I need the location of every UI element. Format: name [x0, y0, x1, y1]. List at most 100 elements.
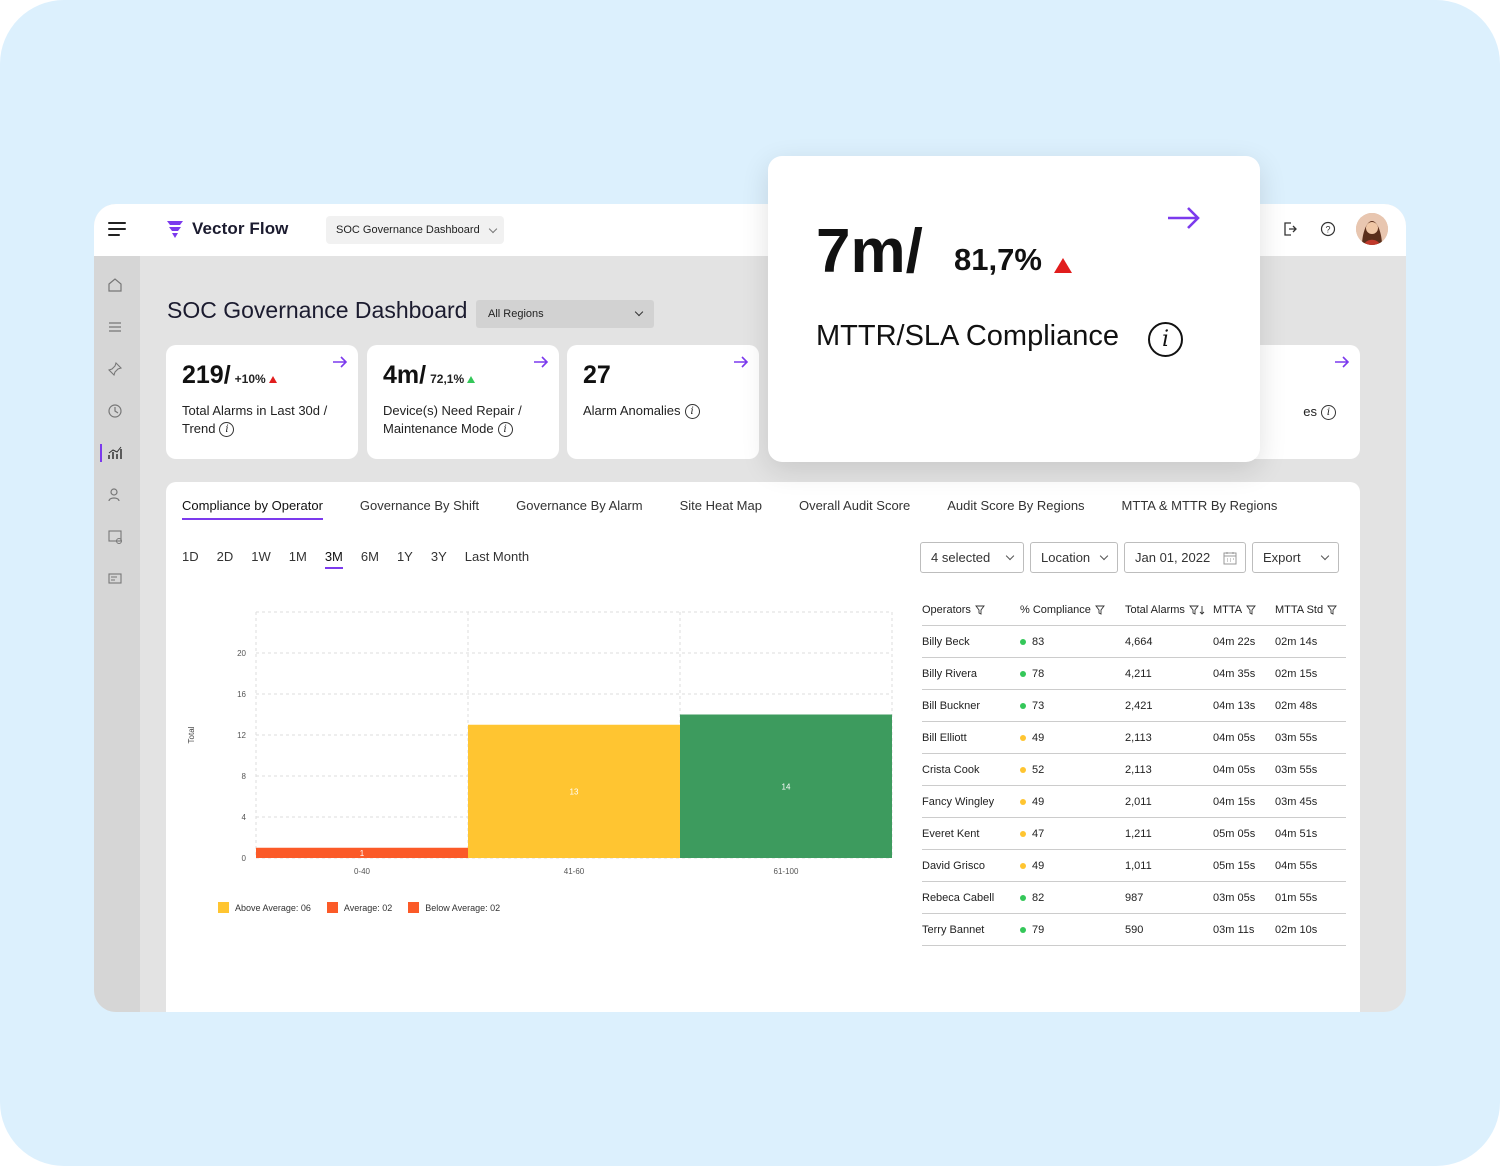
- calendar-icon: [1223, 552, 1237, 565]
- status-dot: [1020, 670, 1026, 677]
- table-row[interactable]: Bill Buckner 73 2,421 04m 13s 02m 48s: [922, 690, 1346, 722]
- help-icon[interactable]: ?: [1318, 219, 1338, 239]
- location-select[interactable]: Location: [1030, 542, 1118, 573]
- date-picker-value: Jan 01, 2022: [1135, 550, 1211, 565]
- y-tick-label: 16: [237, 690, 246, 699]
- arrow-right-icon[interactable]: [533, 355, 549, 369]
- arrow-right-icon[interactable]: [1166, 204, 1202, 232]
- info-icon[interactable]: i: [219, 422, 235, 438]
- filter-icon[interactable]: [1095, 605, 1105, 615]
- mtta-value: 04m 05s: [1213, 731, 1256, 744]
- popup-kpi-label: MTTR/SLA Compliance: [816, 320, 1119, 352]
- region-select-value: All Regions: [488, 308, 544, 320]
- filter-icon[interactable]: [1327, 605, 1337, 615]
- mtta-std-value: 04m 51s: [1275, 827, 1318, 840]
- kpi-value: 219/: [182, 361, 231, 389]
- info-icon[interactable]: i: [1321, 405, 1336, 421]
- compliance-value: 47: [1032, 827, 1045, 840]
- pin-icon[interactable]: [106, 360, 126, 380]
- table-row[interactable]: Rebeca Cabell 82 987 03m 05s 01m 55s: [922, 882, 1346, 914]
- table-row[interactable]: David Grisco 49 1,011 05m 15s 04m 55s: [922, 850, 1346, 882]
- device-settings-icon[interactable]: [106, 570, 126, 590]
- info-icon[interactable]: i: [497, 422, 513, 438]
- compliance-value: 49: [1032, 731, 1045, 744]
- table-body: Billy Beck 83 4,664 04m 22s 02m 14s Billy Riv…: [922, 626, 1346, 946]
- table-row[interactable]: Billy Beck 83 4,664 04m 22s 02m 14s: [922, 626, 1346, 658]
- kpi-card-alarm-anomalies[interactable]: 27 Alarm Anomalies i: [567, 345, 759, 459]
- table-row[interactable]: Everet Kent 47 1,211 05m 05s 04m 51s: [922, 818, 1346, 850]
- date-picker[interactable]: Jan 01, 2022: [1124, 542, 1246, 573]
- arrow-right-icon[interactable]: [1334, 355, 1350, 369]
- user-settings-icon[interactable]: [106, 486, 126, 506]
- table-row[interactable]: Billy Rivera 78 4,211 04m 35s 02m 15s: [922, 658, 1346, 690]
- tab-site-heat-map[interactable]: Site Heat Map: [679, 498, 762, 513]
- range-1d[interactable]: 1D: [182, 549, 199, 564]
- brand-logo[interactable]: Vector Flow: [164, 218, 289, 240]
- column-label: MTTA: [1213, 603, 1243, 616]
- range-2d[interactable]: 2D: [216, 549, 234, 564]
- x-tick-label: 41-60: [564, 867, 585, 876]
- filter-icon[interactable]: [975, 605, 985, 615]
- kpi-card-total-alarms[interactable]: 219/+10% Total Alarms in Last 30d / Tren…: [166, 345, 358, 459]
- table-row[interactable]: Fancy Wingley 49 2,011 04m 15s 03m 45s: [922, 786, 1346, 818]
- column-label: % Compliance: [1020, 603, 1091, 616]
- user-avatar[interactable]: [1356, 213, 1388, 245]
- logout-icon[interactable]: [1280, 219, 1300, 239]
- column-total-alarms[interactable]: Total Alarms: [1125, 604, 1213, 616]
- range-last-month[interactable]: Last Month: [464, 549, 530, 564]
- table-row[interactable]: Terry Bannet 79 590 03m 11s 02m 10s: [922, 914, 1346, 946]
- filter-sort-icon[interactable]: [1189, 605, 1205, 615]
- analytics-icon[interactable]: [100, 444, 126, 464]
- report-icon[interactable]: [106, 528, 126, 548]
- arrow-right-icon[interactable]: [332, 355, 348, 369]
- popup-kpi-delta: 81,7%: [954, 242, 1042, 277]
- list-icon[interactable]: [106, 318, 126, 338]
- dashboard-select[interactable]: SOC Governance Dashboard: [326, 216, 504, 244]
- column-mtta[interactable]: MTTA: [1213, 604, 1275, 616]
- arrow-right-icon[interactable]: [733, 355, 749, 369]
- operator-multiselect[interactable]: 4 selected: [920, 542, 1024, 573]
- column-label: Total Alarms: [1125, 603, 1185, 616]
- range-6m[interactable]: 6M: [360, 549, 379, 564]
- status-dot: [1020, 894, 1026, 901]
- tab-compliance-by-operator[interactable]: Compliance by Operator: [182, 498, 323, 520]
- page-title: SOC Governance Dashboard: [167, 297, 468, 323]
- region-select[interactable]: All Regions: [476, 300, 654, 328]
- column-compliance[interactable]: % Compliance: [1020, 604, 1125, 616]
- mtta-std-value: 01m 55s: [1275, 891, 1318, 904]
- column-mtta-std[interactable]: MTTA Std: [1275, 604, 1346, 616]
- range-1w[interactable]: 1W: [251, 549, 271, 564]
- vector-flow-logo-icon: [167, 221, 183, 238]
- kpi-card-mttr-sla-expanded[interactable]: 7m/ 81,7% MTTR/SLA Compliance i: [768, 156, 1260, 462]
- column-label: Operators: [922, 603, 971, 616]
- export-select[interactable]: Export: [1252, 542, 1339, 573]
- range-1m[interactable]: 1M: [288, 549, 307, 564]
- tab-audit-score-by-regions[interactable]: Audit Score By Regions: [947, 498, 1085, 513]
- tab-overall-audit-score[interactable]: Overall Audit Score: [798, 498, 911, 513]
- history-icon[interactable]: [106, 402, 126, 422]
- mtta-value: 03m 05s: [1213, 891, 1256, 904]
- range-3y[interactable]: 3Y: [430, 549, 447, 564]
- chevron-down-icon: [488, 224, 497, 234]
- info-icon[interactable]: i: [684, 404, 700, 420]
- bar-chart: 0 4 8 12 16 20 Total 1 0-40 13 41-60 14 61-100: [187, 611, 893, 876]
- range-1y[interactable]: 1Y: [396, 549, 413, 564]
- range-3m[interactable]: 3M: [324, 549, 343, 569]
- location-select-value: Location: [1041, 550, 1091, 565]
- table-row[interactable]: Crista Cook 52 2,113 04m 05s 03m 55s: [922, 754, 1346, 786]
- filter-icon[interactable]: [1246, 605, 1257, 615]
- chevron-down-icon: [634, 307, 644, 317]
- menu-icon[interactable]: [108, 222, 126, 236]
- home-icon[interactable]: [106, 276, 126, 296]
- tab-governance-by-alarm[interactable]: Governance By Alarm: [516, 498, 643, 513]
- operator-name: Fancy Wingley: [922, 795, 995, 808]
- column-operators[interactable]: Operators: [922, 604, 1020, 616]
- table-row[interactable]: Bill Elliott 49 2,113 04m 05s 03m 55s: [922, 722, 1346, 754]
- compliance-cell: 52: [1020, 764, 1125, 776]
- tab-governance-by-shift[interactable]: Governance By Shift: [359, 498, 480, 513]
- y-tick-label: 0: [242, 854, 247, 863]
- tab-mtta-mttr-by-regions[interactable]: MTTA & MTTR By Regions: [1121, 498, 1278, 513]
- kpi-card-device-repair[interactable]: 4m/72,1% Device(s) Need Repair / Mainten…: [367, 345, 559, 459]
- info-icon[interactable]: i: [1148, 322, 1183, 357]
- operator-name: Bill Elliott: [922, 731, 967, 744]
